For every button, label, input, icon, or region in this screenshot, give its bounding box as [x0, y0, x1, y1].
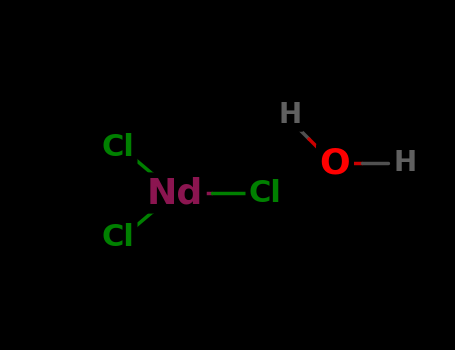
Text: Cl: Cl	[101, 224, 134, 252]
Text: H: H	[278, 101, 302, 129]
Text: Cl: Cl	[101, 133, 134, 162]
Text: H: H	[394, 149, 417, 177]
Text: Nd: Nd	[147, 176, 203, 210]
Text: Cl: Cl	[248, 178, 282, 208]
Text: O: O	[319, 146, 350, 180]
